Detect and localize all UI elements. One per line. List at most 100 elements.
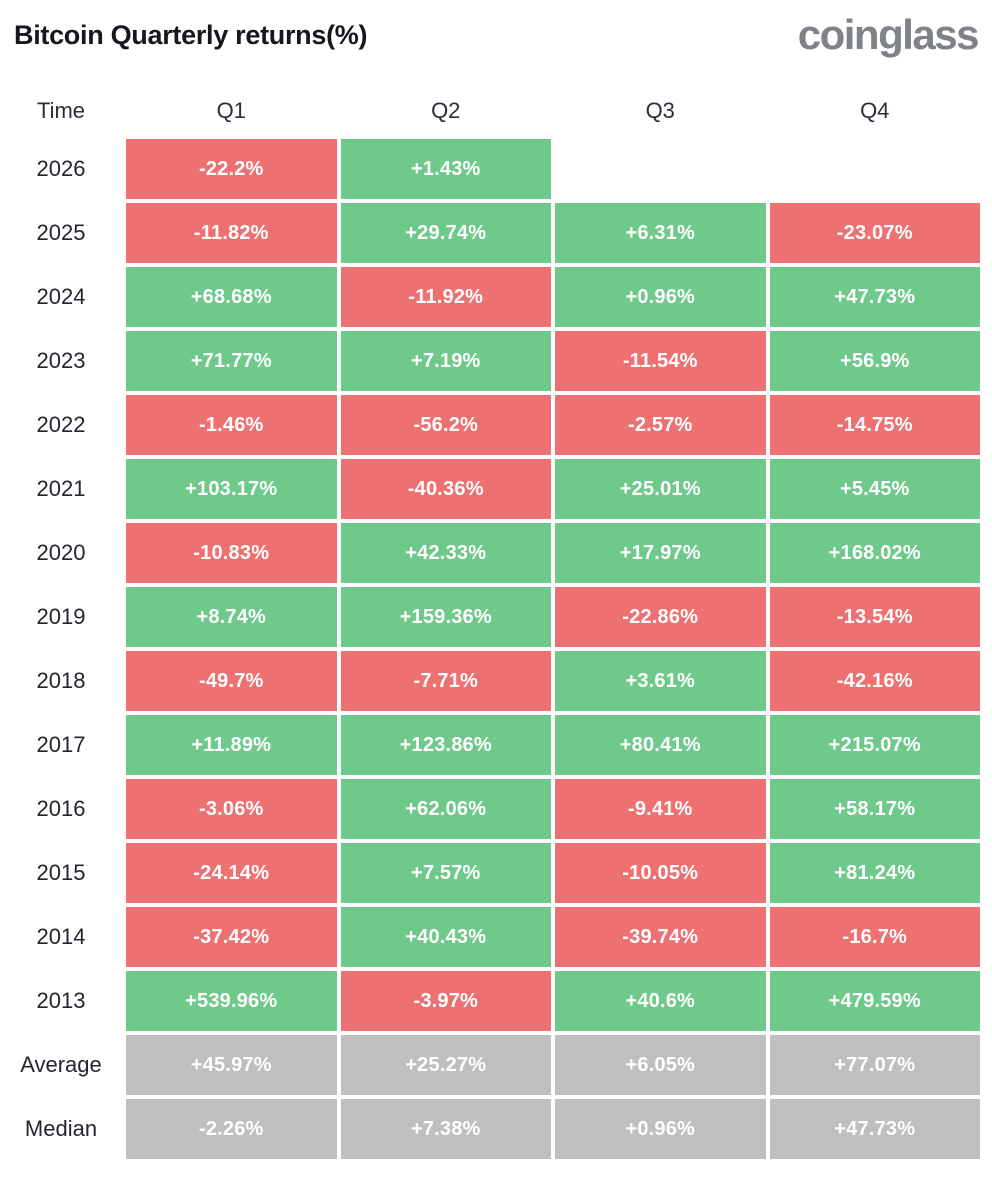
cell-2017-q2: +123.86%	[340, 715, 551, 775]
table-row-2021: 2021 +103.17% -40.36% +25.01% +5.45%	[0, 459, 980, 519]
cell-2017-q1: +11.89%	[126, 715, 337, 775]
row-label-median: Median	[24, 1116, 98, 1141]
row-label-2024: 2024	[36, 284, 86, 309]
cell-2021-q1: +103.17%	[126, 459, 337, 519]
cell-2015-q2: +7.57%	[340, 843, 551, 903]
cell-2021-q3: +25.01%	[555, 459, 766, 519]
row-label-2014: 2014	[36, 924, 86, 949]
cell-2024-q3: +0.96%	[555, 267, 766, 327]
table-row-2023: 2023 +71.77% +7.19% -11.54% +56.9%	[0, 331, 980, 391]
cell-2019-q2: +159.36%	[340, 587, 551, 647]
cell-2024-q4: +47.73%	[769, 267, 980, 327]
cell-2017-q3: +80.41%	[555, 715, 766, 775]
cell-2026-q1: -22.2%	[126, 139, 337, 199]
row-label-2023: 2023	[36, 348, 86, 373]
cell-2026-q2: +1.43%	[340, 139, 551, 199]
cell-2018-q3: +3.61%	[555, 651, 766, 711]
cell-average-q3: +6.05%	[555, 1035, 766, 1095]
cell-2016-q1: -3.06%	[126, 779, 337, 839]
cell-median-q3: +0.96%	[555, 1099, 766, 1159]
row-label-2018: 2018	[36, 668, 86, 693]
row-label-2026: 2026	[36, 156, 86, 181]
table-body: 2026 -22.2% +1.43% 2025 -11.82% +29.74% +6.…	[0, 139, 980, 1159]
table-header-row: Time Q1 Q2 Q3 Q4	[0, 86, 980, 136]
coinglass-logo: coinglass	[797, 11, 980, 58]
cell-average-q4: +77.07%	[769, 1035, 980, 1095]
table-row-2026: 2026 -22.2% +1.43%	[0, 139, 980, 199]
cell-2021-q4: +5.45%	[769, 459, 980, 519]
page-header: Bitcoin Quarterly returns(%) coinglass	[0, 0, 992, 86]
cell-median-q1: -2.26%	[126, 1099, 337, 1159]
cell-2015-q4: +81.24%	[769, 843, 980, 903]
cell-2019-q4: -13.54%	[769, 587, 980, 647]
table-row-2022: 2022 -1.46% -56.2% -2.57% -14.75%	[0, 395, 980, 455]
cell-2014-q2: +40.43%	[340, 907, 551, 967]
column-header-q1: Q1	[216, 98, 246, 123]
cell-2023-q3: -11.54%	[555, 331, 766, 391]
cell-median-q2: +7.38%	[340, 1099, 551, 1159]
table-row-average: Average +45.97% +25.27% +6.05% +77.07%	[0, 1035, 980, 1095]
cell-2020-q4: +168.02%	[769, 523, 980, 583]
row-label-2017: 2017	[36, 732, 86, 757]
cell-2020-q2: +42.33%	[340, 523, 551, 583]
cell-average-q1: +45.97%	[126, 1035, 337, 1095]
cell-average-q2: +25.27%	[340, 1035, 551, 1095]
cell-2019-q3: -22.86%	[555, 587, 766, 647]
cell-2023-q4: +56.9%	[769, 331, 980, 391]
cell-2022-q2: -56.2%	[340, 395, 551, 455]
column-header-time: Time	[36, 98, 86, 123]
row-label-2021: 2021	[36, 476, 86, 501]
cell-2026-q3	[555, 139, 766, 199]
table-row-2018: 2018 -49.7% -7.71% +3.61% -42.16%	[0, 651, 980, 711]
cell-2015-q1: -24.14%	[126, 843, 337, 903]
cell-2026-q4	[770, 139, 981, 199]
table-row-median: Median -2.26% +7.38% +0.96% +47.73%	[0, 1099, 980, 1159]
table-row-2014: 2014 -37.42% +40.43% -39.74% -16.7%	[0, 907, 980, 967]
cell-2018-q2: -7.71%	[340, 651, 551, 711]
cell-2016-q3: -9.41%	[555, 779, 766, 839]
cell-2025-q4: -23.07%	[769, 203, 980, 263]
table-row-2013: 2013 +539.96% -3.97% +40.6% +479.59%	[0, 971, 980, 1031]
cell-2013-q2: -3.97%	[340, 971, 551, 1031]
cell-2016-q2: +62.06%	[340, 779, 551, 839]
cell-2017-q4: +215.07%	[769, 715, 980, 775]
row-label-2020: 2020	[36, 540, 86, 565]
returns-table: Time Q1 Q2 Q3 Q4 2026 -22.2% +1.43% 2025 …	[0, 86, 992, 1159]
table-row-2017: 2017 +11.89% +123.86% +80.41% +215.07%	[0, 715, 980, 775]
cell-2014-q3: -39.74%	[555, 907, 766, 967]
row-label-2019: 2019	[36, 604, 86, 629]
row-label-2013: 2013	[36, 988, 86, 1013]
cell-median-q4: +47.73%	[769, 1099, 980, 1159]
cell-2015-q3: -10.05%	[555, 843, 766, 903]
cell-2014-q1: -37.42%	[126, 907, 337, 967]
cell-2020-q3: +17.97%	[555, 523, 766, 583]
row-label-2025: 2025	[36, 220, 86, 245]
cell-2013-q3: +40.6%	[555, 971, 766, 1031]
row-label-2022: 2022	[36, 412, 86, 437]
cell-2025-q2: +29.74%	[340, 203, 551, 263]
cell-2020-q1: -10.83%	[126, 523, 337, 583]
column-header-q2: Q2	[431, 98, 461, 123]
cell-2023-q1: +71.77%	[126, 331, 337, 391]
column-header-q3: Q3	[645, 98, 675, 123]
cell-2024-q1: +68.68%	[126, 267, 337, 327]
cell-2013-q1: +539.96%	[126, 971, 337, 1031]
table-row-2016: 2016 -3.06% +62.06% -9.41% +58.17%	[0, 779, 980, 839]
row-label-2016: 2016	[36, 796, 86, 821]
cell-2025-q3: +6.31%	[555, 203, 766, 263]
column-header-q4: Q4	[860, 98, 890, 123]
cell-2022-q4: -14.75%	[769, 395, 980, 455]
cell-2022-q3: -2.57%	[555, 395, 766, 455]
cell-2018-q4: -42.16%	[769, 651, 980, 711]
table-row-2019: 2019 +8.74% +159.36% -22.86% -13.54%	[0, 587, 980, 647]
row-label-2015: 2015	[36, 860, 86, 885]
cell-2013-q4: +479.59%	[769, 971, 980, 1031]
cell-2018-q1: -49.7%	[126, 651, 337, 711]
cell-2023-q2: +7.19%	[340, 331, 551, 391]
cell-2025-q1: -11.82%	[126, 203, 337, 263]
cell-2021-q2: -40.36%	[340, 459, 551, 519]
table-row-2024: 2024 +68.68% -11.92% +0.96% +47.73%	[0, 267, 980, 327]
cell-2022-q1: -1.46%	[126, 395, 337, 455]
table-row-2020: 2020 -10.83% +42.33% +17.97% +168.02%	[0, 523, 980, 583]
